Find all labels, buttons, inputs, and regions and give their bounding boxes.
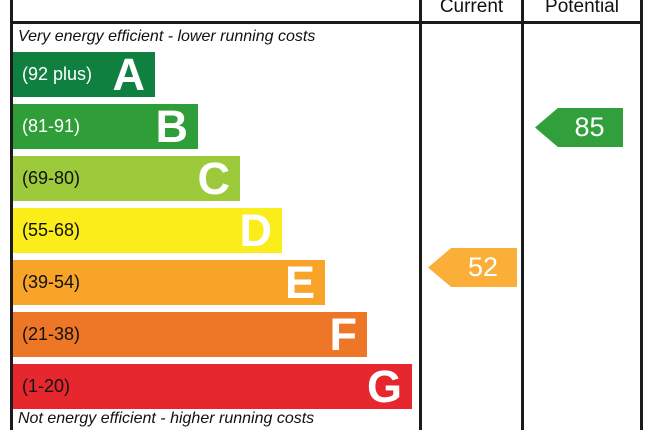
band-range-label: (55-68) bbox=[22, 220, 81, 240]
epc-band-f: (21-38) F bbox=[13, 312, 367, 357]
band-grade-letter: D bbox=[239, 205, 273, 256]
band-grade-letter: A bbox=[112, 49, 146, 100]
band-range-label: (21-38) bbox=[22, 324, 81, 344]
band-range-label: (39-54) bbox=[22, 272, 81, 292]
band-range-label: (69-80) bbox=[22, 168, 81, 188]
epc-band-a: (92 plus) A bbox=[13, 52, 155, 97]
potential-rating-arrow: 85 bbox=[535, 108, 623, 147]
band-grade-letter: G bbox=[366, 361, 402, 412]
band-range-label: (92 plus) bbox=[22, 64, 93, 84]
bottom-efficiency-note: Not energy efficient - higher running co… bbox=[18, 410, 315, 427]
epc-band-c: (69-80) C bbox=[13, 156, 240, 201]
current-rating-arrow: 52 bbox=[428, 248, 517, 287]
header-divider-line bbox=[10, 21, 643, 24]
potential-column-header: Potential bbox=[545, 0, 619, 17]
potential-column-divider bbox=[521, 0, 524, 430]
current-column-divider bbox=[419, 0, 422, 430]
band-grade-letter: E bbox=[284, 257, 315, 308]
current-rating-value: 52 bbox=[467, 252, 499, 282]
chart-right-border bbox=[640, 0, 643, 430]
band-grade-letter: F bbox=[329, 309, 358, 360]
top-efficiency-note: Very energy efficient - lower running co… bbox=[18, 28, 316, 45]
current-column-header: Current bbox=[439, 0, 504, 17]
epc-band-e: (39-54) E bbox=[13, 260, 325, 305]
band-grade-letter: B bbox=[155, 101, 189, 152]
band-range-label: (1-20) bbox=[22, 376, 71, 396]
epc-band-d: (55-68) D bbox=[13, 208, 282, 253]
chart-left-border bbox=[10, 0, 13, 430]
band-range-label: (81-91) bbox=[22, 116, 81, 136]
epc-band-b: (81-91) B bbox=[13, 104, 198, 149]
potential-rating-value: 85 bbox=[574, 112, 605, 142]
band-grade-letter: C bbox=[197, 153, 231, 204]
epc-band-g: (1-20) G bbox=[13, 364, 412, 409]
